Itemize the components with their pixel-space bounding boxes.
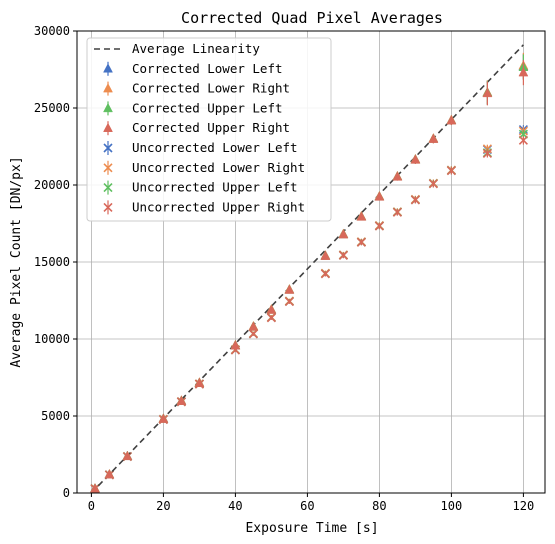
legend-label: Uncorrected Lower Left bbox=[132, 140, 298, 155]
legend-label: Uncorrected Upper Right bbox=[132, 199, 305, 214]
legend-item: Uncorrected Upper Right bbox=[104, 199, 305, 214]
legend-item: Uncorrected Upper Left bbox=[104, 180, 298, 195]
legend-label: Uncorrected Lower Right bbox=[132, 160, 305, 175]
y-tick-label: 5000 bbox=[41, 409, 70, 423]
legend-label: Corrected Upper Left bbox=[132, 100, 283, 115]
x-tick-label: 60 bbox=[300, 499, 314, 513]
chart-title: Corrected Quad Pixel Averages bbox=[181, 9, 443, 27]
x-tick-label: 80 bbox=[372, 499, 386, 513]
legend-label: Average Linearity bbox=[132, 41, 260, 56]
legend-item: Corrected Upper Right bbox=[104, 120, 291, 135]
legend-label: Uncorrected Upper Left bbox=[132, 180, 298, 195]
x-tick-label: 100 bbox=[441, 499, 463, 513]
x-tick-label: 0 bbox=[88, 499, 95, 513]
legend-item: Uncorrected Lower Right bbox=[104, 160, 305, 175]
x-tick-label: 40 bbox=[228, 499, 242, 513]
y-tick-label: 30000 bbox=[34, 24, 70, 38]
y-tick-label: 20000 bbox=[34, 178, 70, 192]
y-tick-label: 0 bbox=[63, 486, 70, 500]
legend-label: Corrected Lower Right bbox=[132, 81, 290, 96]
x-tick-label: 120 bbox=[513, 499, 535, 513]
legend-item: Uncorrected Lower Left bbox=[104, 140, 298, 155]
y-tick-label: 25000 bbox=[34, 101, 70, 115]
y-axis-label: Average Pixel Count [DN/px] bbox=[9, 156, 24, 367]
legend-item: Corrected Lower Right bbox=[104, 81, 291, 96]
x-axis-label: Exposure Time [s] bbox=[245, 521, 378, 536]
y-tick-label: 15000 bbox=[34, 255, 70, 269]
legend: Average Linearity Corrected Lower Left Cor… bbox=[87, 38, 331, 221]
y-tick-label: 10000 bbox=[34, 332, 70, 346]
x-tick-label: 20 bbox=[156, 499, 170, 513]
legend-label: Corrected Lower Left bbox=[132, 61, 283, 76]
legend-label: Corrected Upper Right bbox=[132, 120, 290, 135]
